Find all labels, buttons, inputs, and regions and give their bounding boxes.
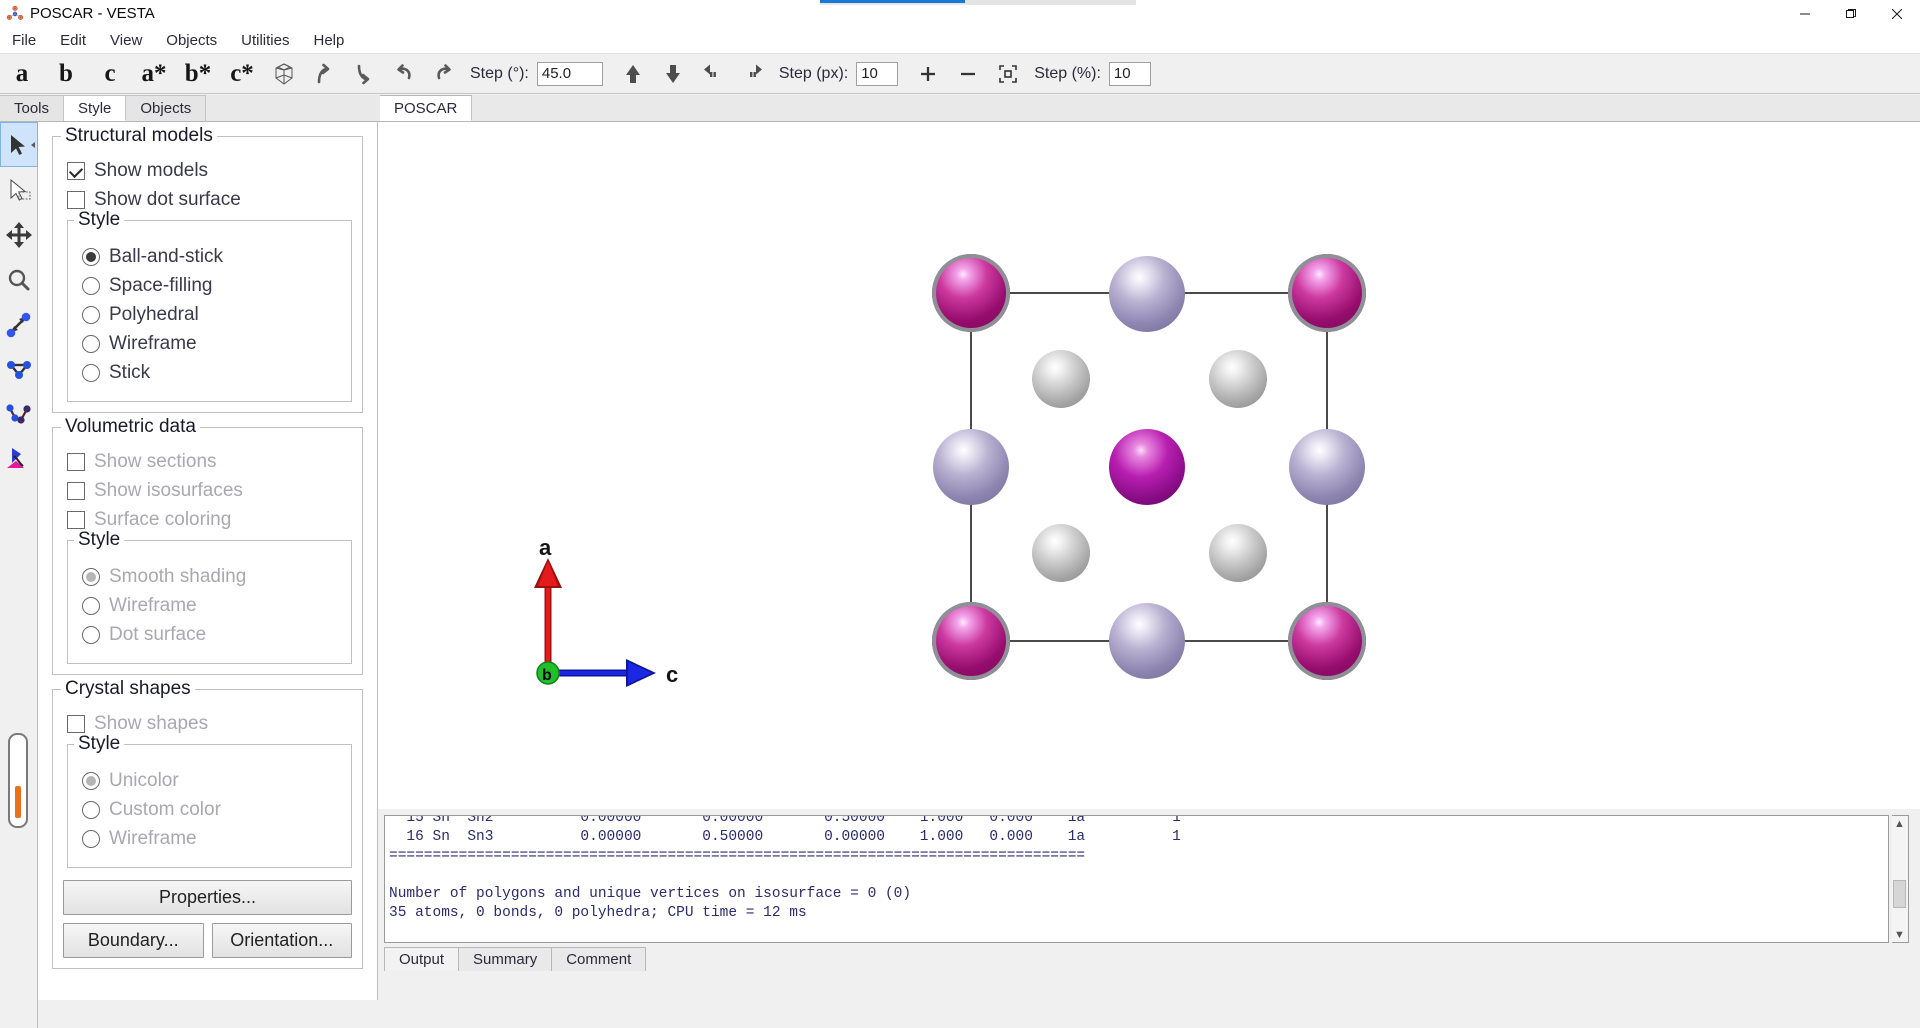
svg-text:a: a xyxy=(539,542,552,560)
svg-text:b: b xyxy=(542,667,552,684)
svg-text:c: c xyxy=(666,662,678,687)
